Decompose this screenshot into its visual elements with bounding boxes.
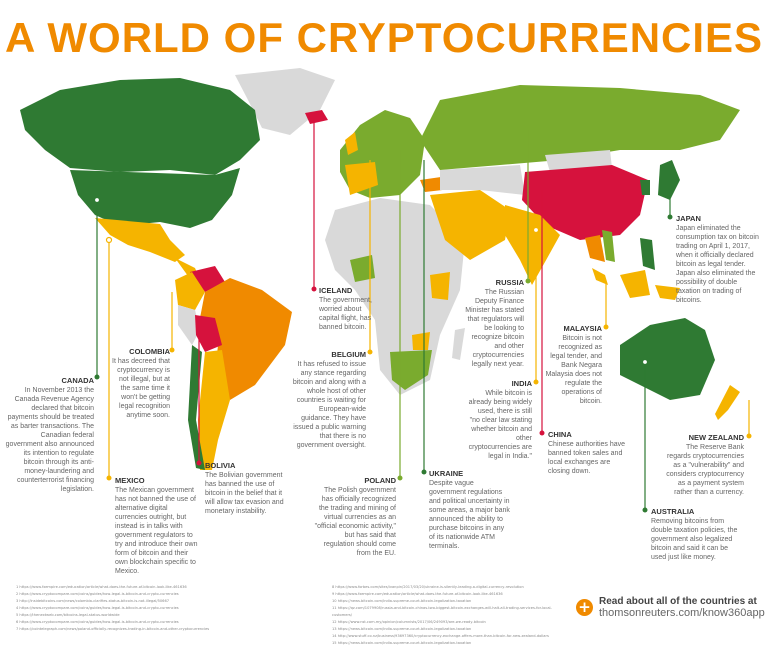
callout-japan: JAPAN Japan eliminated the consumption ta…: [676, 214, 759, 304]
russia: [420, 85, 740, 170]
africa: [325, 198, 465, 395]
philippines: [640, 238, 655, 270]
callout-new-zealand: NEW ZEALAND The Reserve Bank regards cryp…: [666, 433, 744, 496]
page-title: A WORLD OF CRYPTOCURRENCIES: [4, 14, 764, 61]
usa: [70, 168, 240, 228]
callout-ukraine: UKRAINE Despite vague government regulati…: [429, 469, 510, 550]
callout-mexico: MEXICO The Mexican government has not ban…: [115, 476, 198, 575]
madagascar: [452, 328, 465, 360]
callout-australia: AUSTRALIA Removing bitcoins from double t…: [651, 507, 738, 561]
callout-poland: POLAND The Polish government has official…: [314, 476, 396, 557]
iceland: [305, 110, 328, 124]
callout-china: CHINA Chinese authorities have banned tok…: [548, 430, 626, 475]
central-asia: [440, 165, 525, 195]
indonesia: [620, 270, 680, 300]
argentina: [198, 350, 230, 470]
venezuela: [190, 266, 225, 292]
kenya: [430, 272, 450, 300]
new-zealand: [715, 385, 740, 420]
canada: [20, 78, 260, 175]
colombia: [175, 272, 205, 310]
callout-bolivia: BOLIVIA The Bolivian government has banne…: [205, 461, 284, 515]
callout-malaysia: MALAYSIA Bitcoin is not recognized as leg…: [545, 324, 602, 405]
callout-colombia: COLOMBIA It has decreed that cryptocurren…: [112, 347, 170, 419]
bolivia: [195, 315, 222, 352]
thailand: [585, 235, 605, 262]
plus-circle-icon: +: [576, 599, 593, 616]
china: [522, 165, 648, 240]
callout-india: INDIA While bitcoin is already being wide…: [468, 379, 532, 460]
nigeria: [350, 255, 375, 282]
uk: [345, 132, 358, 155]
footnotes-right: 8 https://www.forbes.com/sites/ivanpin/2…: [332, 585, 552, 645]
vietnam: [602, 230, 615, 262]
callout-iceland: ICELAND The government, worried about cap…: [319, 286, 372, 331]
peru: [178, 305, 200, 345]
australia: [620, 318, 715, 400]
chile: [188, 345, 205, 470]
japan: [658, 160, 680, 200]
read-more-link[interactable]: + Read about all of the countries at tho…: [576, 596, 765, 619]
callout-canada: CANADA In November 2013 the Canada Revenu…: [5, 376, 94, 493]
footnotes-left: 1 https://www.fxempire.com/education/art…: [16, 585, 210, 631]
india: [505, 205, 560, 285]
callout-russia: RUSSIA The Russian Deputy Finance Ministe…: [465, 278, 524, 368]
malaysia: [592, 268, 608, 285]
mexico: [95, 218, 185, 262]
zimbabwe: [412, 332, 430, 350]
callout-belgium: BELGIUM It has refused to issue any stanc…: [292, 350, 366, 449]
middle-east: [430, 190, 510, 260]
korea: [640, 180, 650, 195]
